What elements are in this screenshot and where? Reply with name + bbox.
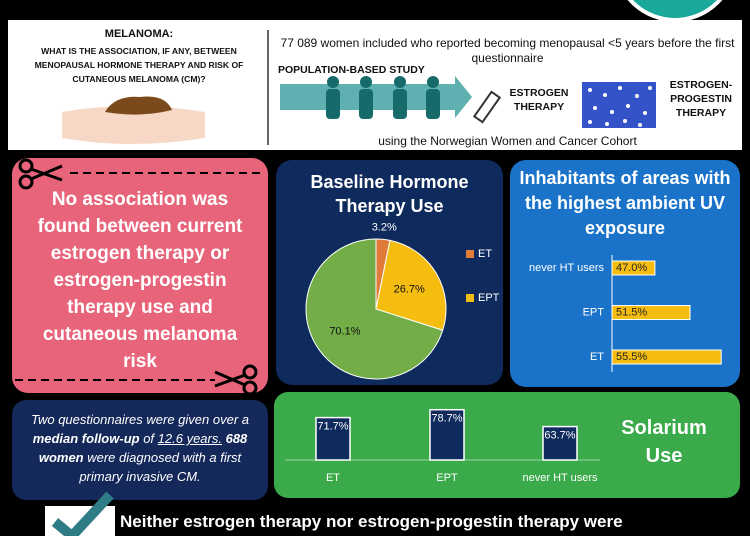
cohort: using the Norwegian Women and Cancer Coh… — [378, 134, 637, 148]
legend-label: ET — [478, 248, 492, 260]
follow-up-text: Two questionnaires were given over a — [31, 412, 249, 427]
finding: No association was found between current… — [37, 189, 243, 372]
bar — [429, 408, 465, 461]
chart-title: Baseline Hormone Therapy Use — [310, 172, 469, 216]
tube-icon — [472, 90, 502, 124]
lesion — [105, 96, 172, 115]
legend-label: EPT — [478, 292, 500, 304]
bar — [542, 425, 578, 461]
value-label: 26.7% — [394, 283, 425, 295]
value-label: 51.5% — [616, 306, 647, 318]
study-type: POPULATION-BASED STUDY — [278, 64, 425, 76]
people — [326, 76, 440, 119]
value-label: 3.2% — [372, 221, 397, 233]
pie-slice — [305, 238, 444, 380]
header-title: MELANOMA: — [104, 28, 174, 40]
logo-circle — [627, 0, 723, 22]
category-label: ET — [326, 472, 340, 484]
category-label: never HT users — [529, 262, 604, 274]
legend-swatch — [466, 250, 474, 258]
category-label: ET — [590, 351, 604, 363]
pie-slice — [375, 239, 447, 331]
finding-panel — [12, 158, 268, 393]
value-label: 47.0% — [616, 262, 647, 274]
skin — [62, 106, 205, 144]
therapy-1: ESTROGEN THERAPY — [509, 87, 569, 113]
value-label: 78.7% — [431, 413, 462, 425]
follow-up-text: 12.6 years. — [157, 431, 222, 446]
chart-title: Solarium Use — [621, 417, 707, 467]
question: WHAT IS THE ASSOCIATION, IF ANY, BETWEEN… — [34, 46, 244, 84]
conclusion: Neither estrogen therapy nor estrogen-pr… — [120, 512, 623, 531]
value-label: 70.1% — [329, 326, 360, 338]
category-label: EPT — [436, 472, 458, 484]
category-label: never HT users — [523, 472, 598, 484]
bar — [611, 305, 691, 320]
category-label: EPT — [583, 306, 605, 318]
follow-up-text: of — [139, 431, 158, 446]
chart-title: Inhabitants of areas with the highest am… — [519, 168, 731, 238]
legend-swatch — [466, 294, 474, 302]
followup-panel — [12, 400, 268, 500]
value-label: 63.7% — [544, 429, 575, 441]
therapy-2: ESTROGEN-PROGESTIN THERAPY — [669, 79, 733, 119]
scissors — [18, 158, 258, 396]
bar — [611, 260, 656, 276]
follow-up-text: 688 women — [38, 431, 248, 465]
value-label: 55.5% — [616, 351, 647, 363]
study-size: 77 089 women included who reported becom… — [280, 36, 735, 65]
patch-dots — [588, 86, 652, 127]
follow-up-text: were diagnosed with a first primary inva… — [79, 450, 242, 484]
check-icon — [45, 491, 115, 536]
solarium-panel — [274, 392, 740, 498]
value-label: 71.7% — [317, 420, 348, 432]
bar — [611, 349, 722, 365]
follow-up-text: median follow-up — [32, 431, 140, 446]
bar — [315, 416, 351, 461]
follow-up: Two questionnaires were given over a med… — [20, 410, 260, 486]
